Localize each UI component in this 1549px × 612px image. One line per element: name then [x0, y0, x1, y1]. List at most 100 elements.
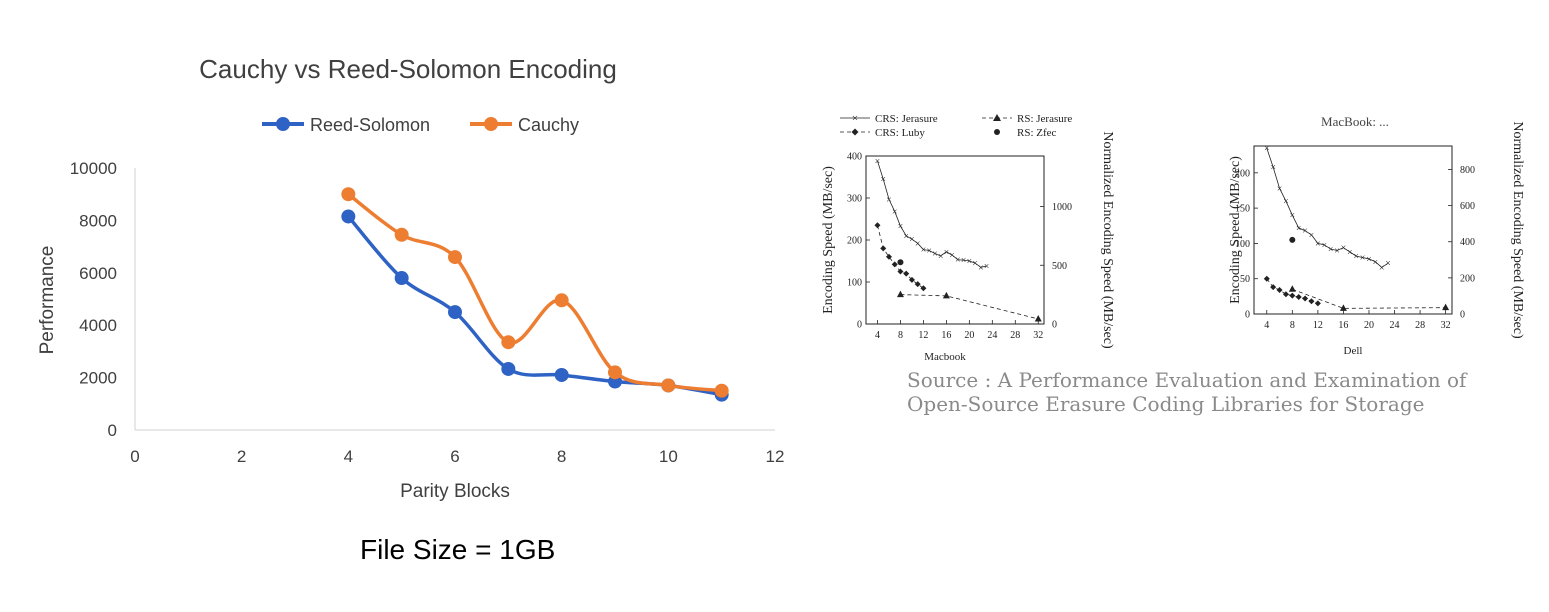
data-point-crs-jerasure-18: × — [1353, 252, 1359, 263]
y-tick-label-150: 150 — [1235, 204, 1250, 215]
x-tick-label-16: 16 — [1338, 320, 1348, 331]
main-chart-legend: Reed-Solomon Cauchy — [262, 115, 579, 135]
y-tick-label-100: 100 — [1235, 239, 1250, 250]
data-point-crs-luby-10 — [908, 276, 915, 283]
data-point-crs-luby-11 — [1308, 298, 1315, 305]
dell-y2-axis-label: Normalized Encoding Speed (MB/sec) — [1510, 121, 1525, 339]
data-point-crs-jerasure-10: × — [909, 235, 915, 246]
x-tick-label-12: 12 — [1313, 320, 1323, 331]
data-point-crs-jerasure-14: × — [1328, 245, 1334, 256]
data-point-crs-jerasure-20: × — [967, 257, 973, 268]
macbook-y2-ticks: 0 500 1000 — [1040, 202, 1072, 331]
x-tick-label-8: 8 — [898, 330, 903, 341]
data-point-crs-jerasure-8: × — [1290, 211, 1296, 222]
data-point-crs-jerasure-23: × — [984, 262, 990, 273]
file-size-caption: File Size = 1GB — [360, 534, 556, 565]
source-citation: Source : A Performance Evaluation and Ex… — [907, 368, 1467, 416]
y2-tick-label-0: 0 — [1460, 310, 1465, 321]
data-point-crs-jerasure-5: × — [1270, 163, 1276, 174]
data-point-rs-jerasure-32 — [1442, 303, 1450, 311]
legend-marker-rs-zfec — [994, 129, 1000, 135]
y-tick-label-0: 0 — [108, 421, 117, 440]
data-point-cauchy-9 — [608, 365, 622, 380]
dell-chart-title: MacBook: ... — [1321, 114, 1389, 129]
macbook-y-axis-label: Encoding Speed (MB/sec) — [821, 166, 836, 314]
data-point-reed-solomon-5 — [394, 271, 409, 286]
macbook-x-ticks: 4 8 12 16 20 24 28 32 — [875, 320, 1043, 341]
macbook-encoding-chart: × CRS: Jerasure CRS: Luby RS: Jerasure R… — [821, 113, 1115, 364]
data-point-crs-jerasure-5: × — [880, 175, 886, 186]
data-point-crs-jerasure-20: × — [1366, 254, 1372, 265]
legend-marker-crs-luby — [851, 128, 859, 136]
x-tick-label-28: 28 — [1415, 320, 1425, 331]
data-point-crs-luby-6 — [885, 253, 892, 260]
series-line-rs-jerasure — [1292, 288, 1446, 309]
main-chart-y-ticks: 0 2000 4000 6000 8000 10000 — [70, 159, 117, 440]
series-line-cauchy — [347, 192, 722, 393]
data-point-crs-luby-7 — [1282, 291, 1289, 298]
dell-series: ×××××× × ×× × × × × × × × × ×× × — [1263, 144, 1450, 311]
y-tick-label-100: 100 — [847, 278, 862, 289]
series-line-crs-luby — [877, 225, 924, 289]
x-tick-label-20: 20 — [964, 330, 974, 341]
data-point-rs-jerasure-32 — [1034, 314, 1042, 322]
data-point-cauchy-11 — [714, 383, 729, 398]
x-tick-label-8: 8 — [1290, 320, 1295, 331]
data-point-crs-luby-4 — [1263, 275, 1270, 282]
x-tick-label-6: 6 — [450, 447, 459, 466]
y-tick-label-6000: 6000 — [79, 264, 117, 283]
data-point-crs-jerasure-8: × — [898, 222, 904, 233]
legend-label-crs-jerasure: CRS: Jerasure — [875, 113, 938, 125]
source-citation-line-1: Source : A Performance Evaluation and Ex… — [907, 368, 1467, 392]
x-tick-label-10: 10 — [659, 447, 678, 466]
y-tick-label-0: 0 — [857, 320, 862, 331]
data-point-crs-jerasure-7: × — [1283, 197, 1289, 208]
y-tick-label-300: 300 — [847, 194, 862, 205]
data-point-crs-jerasure-16: × — [944, 247, 950, 258]
data-point-crs-jerasure-10: × — [1302, 226, 1308, 237]
x-tick-label-12: 12 — [918, 330, 928, 341]
data-point-crs-luby-8 — [1289, 292, 1296, 299]
data-point-crs-jerasure-15: × — [1334, 246, 1340, 257]
data-point-crs-jerasure-21: × — [972, 259, 978, 270]
data-point-crs-luby-9 — [903, 270, 910, 277]
data-point-crs-jerasure-7: × — [892, 207, 898, 218]
data-point-crs-jerasure-4: × — [1264, 144, 1270, 155]
data-point-crs-jerasure-6: × — [1277, 184, 1283, 195]
data-point-crs-jerasure-15: × — [938, 251, 944, 262]
data-point-crs-jerasure-14: × — [932, 249, 938, 260]
legend-label-rs-zfec: RS: Zfec — [1017, 127, 1057, 139]
data-point-cauchy-8 — [554, 293, 569, 308]
data-point-crs-jerasure-12: × — [921, 245, 927, 256]
legend-marker-reed-solomon — [276, 117, 290, 131]
data-point-crs-jerasure-11: × — [915, 239, 921, 250]
macbook-x-axis-label: Macbook — [924, 351, 966, 363]
series-line-crs-jerasure — [1266, 147, 1389, 268]
data-point-crs-luby-6 — [1276, 287, 1283, 293]
data-point-rs-jerasure-8 — [896, 290, 904, 298]
data-point-crs-luby-10 — [1302, 295, 1309, 302]
data-point-reed-solomon-6 — [448, 305, 462, 320]
data-point-crs-luby-8 — [897, 268, 904, 275]
x-tick-label-4: 4 — [344, 447, 353, 466]
data-point-cauchy-10 — [661, 378, 676, 393]
data-point-crs-jerasure-19: × — [961, 256, 967, 267]
x-tick-label-2: 2 — [237, 447, 246, 466]
data-point-crs-jerasure-11: × — [1309, 230, 1315, 241]
data-point-crs-jerasure-9: × — [1296, 223, 1302, 234]
main-line-chart: Cauchy vs Reed-Solomon Encoding Reed-Sol… — [37, 54, 784, 502]
legend-label-rs-jerasure: RS: Jerasure — [1017, 113, 1072, 125]
y2-tick-label-600: 600 — [1460, 201, 1475, 212]
data-point-crs-jerasure-6: × — [886, 195, 892, 206]
y-tick-label-50: 50 — [1240, 274, 1250, 285]
macbook-plot-frame — [865, 155, 1045, 325]
x-tick-label-32: 32 — [1441, 320, 1451, 331]
data-point-crs-luby-9 — [1295, 294, 1302, 301]
data-point-cauchy-4 — [341, 187, 356, 202]
data-point-crs-jerasure-22: × — [1379, 263, 1385, 274]
dell-x-axis-label: Dell — [1344, 345, 1363, 357]
legend-marker-rs-jerasure — [993, 114, 1001, 121]
data-point-crs-luby-12 — [1314, 300, 1321, 307]
y2-tick-label-200: 200 — [1460, 273, 1475, 284]
data-point-crs-jerasure-19: × — [1360, 253, 1366, 264]
